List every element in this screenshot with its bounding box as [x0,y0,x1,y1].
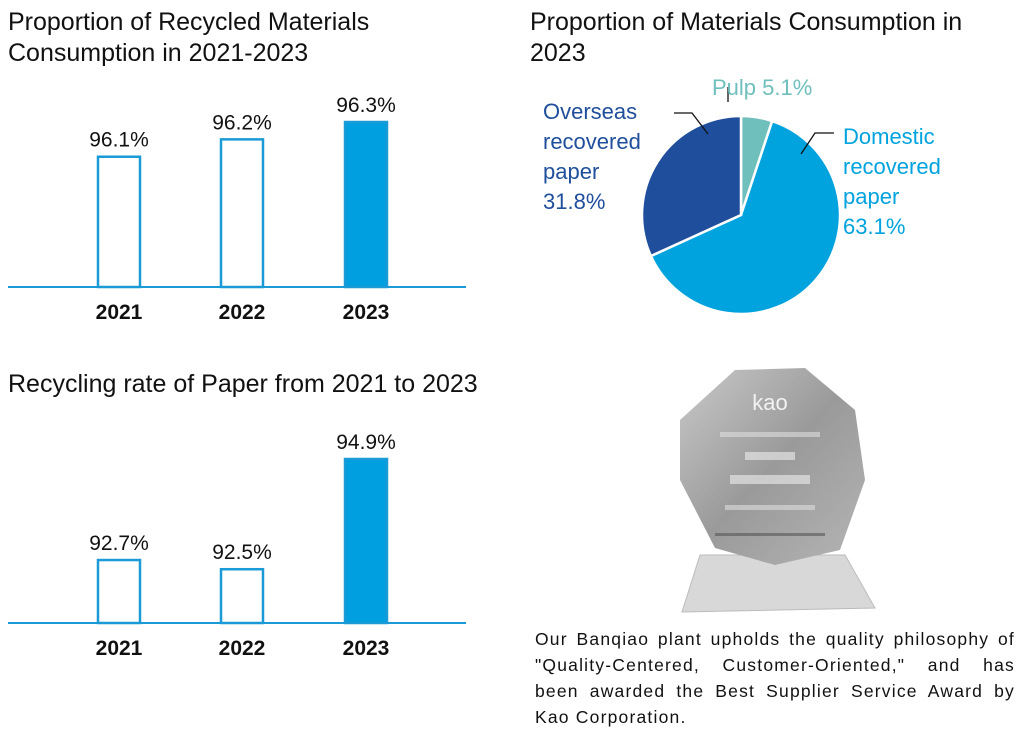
paper-recycling-data-label: 92.7% [89,532,149,555]
recycled-materials-data-label: 96.3% [336,94,396,117]
kao-logo: kao [752,390,787,415]
recycled-materials-bar-2022 [219,138,265,289]
pie-label-domestic: Domestic recovered paper 63.1% [843,124,941,239]
recycled-materials-tick-label: 2021 [96,301,143,324]
overseas-leader-line [674,112,709,135]
paper-recycling-data-label: 94.9% [336,431,396,454]
pie-slice-overseas-recovered-paper [640,114,743,258]
recycled-materials-tick-label: 2023 [343,301,390,324]
chart-title-materials-consumption: Proportion of Materials Consumption in 2… [530,8,963,67]
recycled-materials-data-label: 96.1% [89,129,149,152]
paper-recycling-bar-2023 [343,457,389,625]
chart-title-recycled-materials: Proportion of Recycled Materials Consump… [8,8,370,67]
paper-recycling-tick-label: 2023 [343,637,390,660]
chart-title-paper-recycling-rate: Recycling rate of Paper from 2021 to 202… [8,370,478,398]
paper-recycling-tick-label: 2021 [96,637,143,660]
domestic-leader-line [800,132,834,155]
paper-recycling-tick-label: 2022 [219,637,266,660]
pie-label-overseas: Overseas recovered paper 31.8% [543,99,641,214]
award-caption: Our Banqiao plant upholds the quality ph… [535,629,1015,727]
recycled-materials-bar-2023 [343,120,389,289]
trophy-octagon [680,368,865,565]
paper-recycling-data-label: 92.5% [212,541,272,564]
paper-recycling-bar-2021 [96,558,142,625]
paper-recycling-bar-2022 [219,567,265,625]
recycled-materials-bar-2021 [96,155,142,289]
recycled-materials-tick-label: 2022 [219,301,266,324]
recycled-materials-data-label: 96.2% [212,111,272,134]
pie-label-pulp: Pulp 5.1% [712,75,812,100]
pie-slice-domestic-recovered-paper [649,119,842,316]
